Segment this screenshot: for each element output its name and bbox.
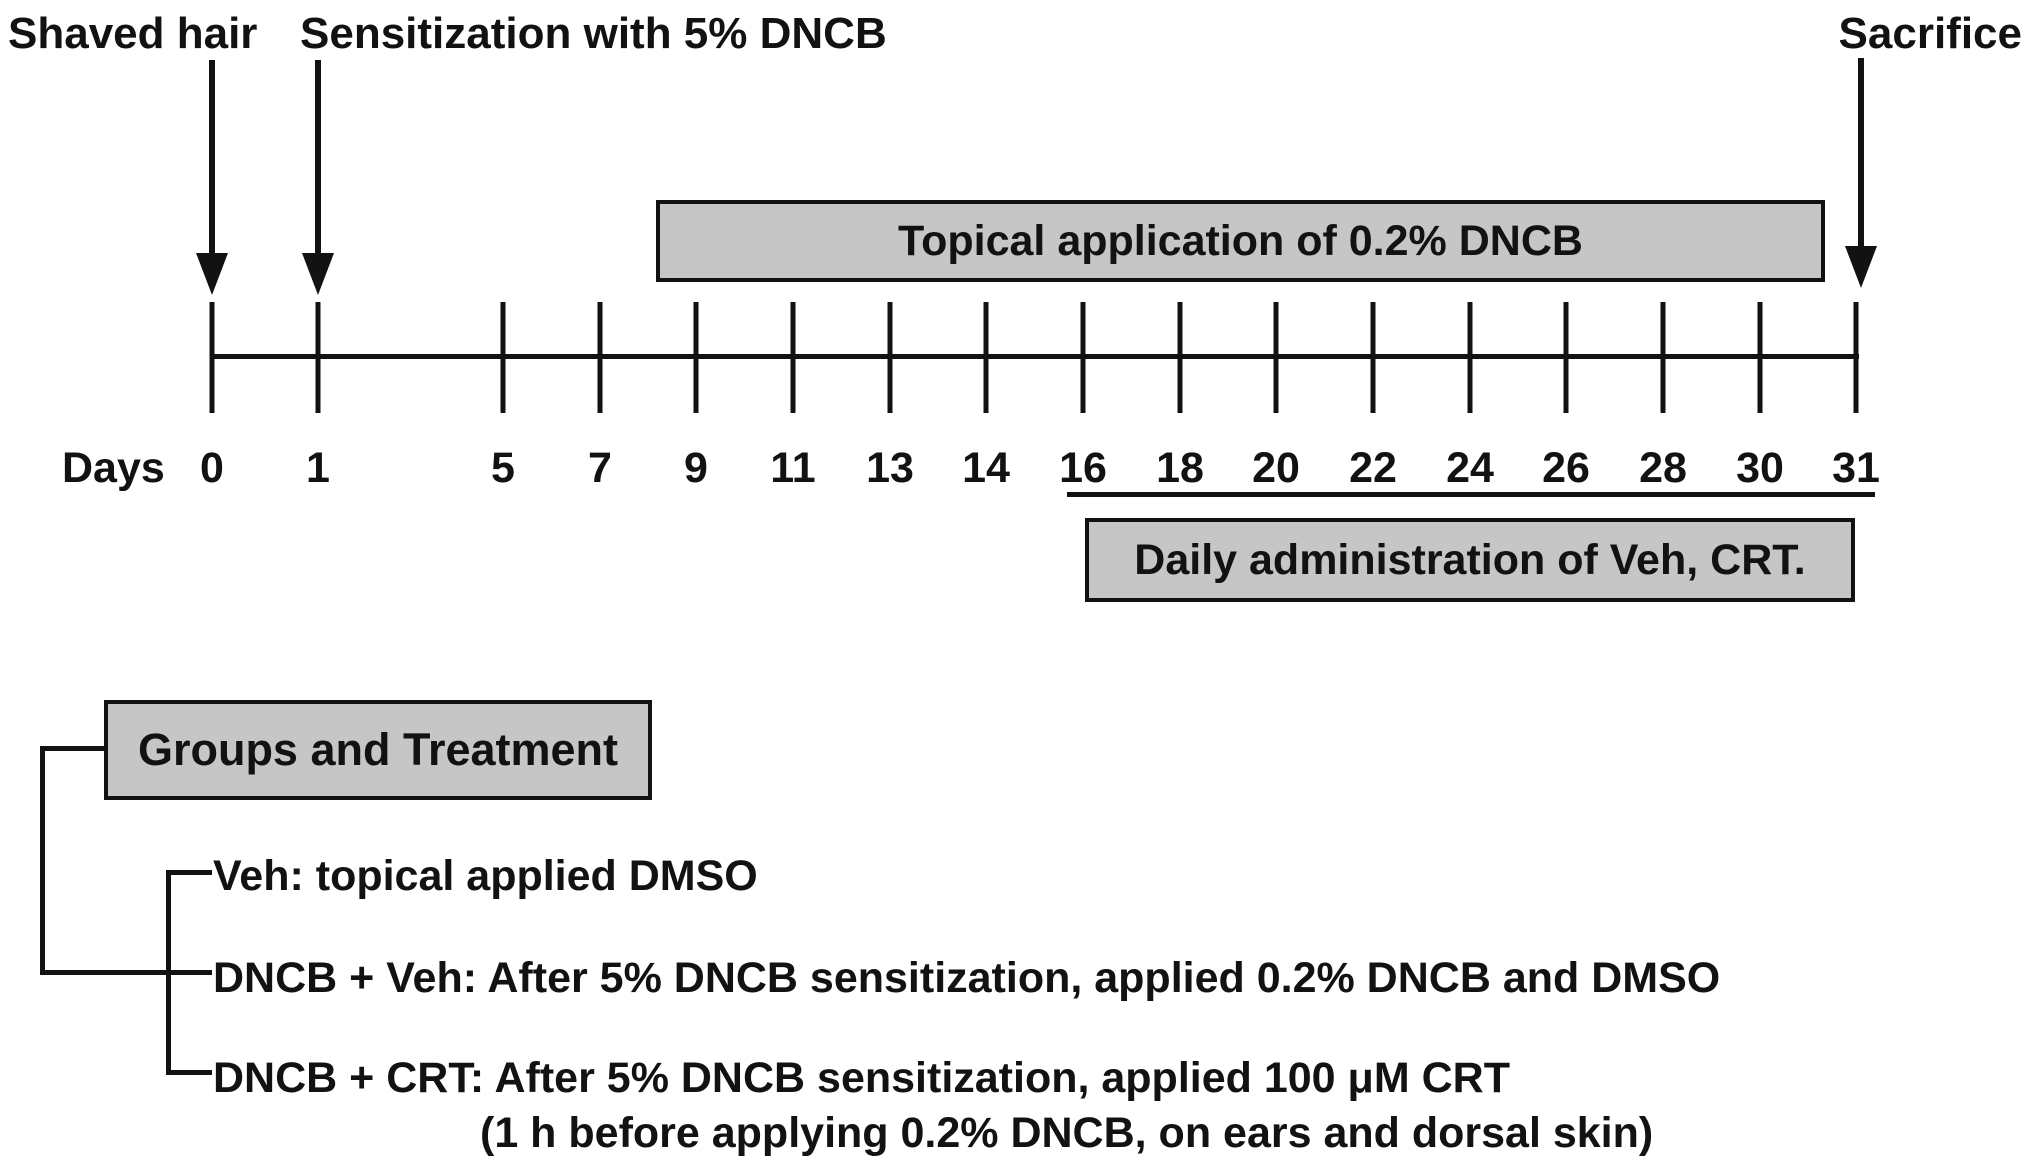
- sensitization-label: Sensitization with 5% DNCB: [300, 9, 887, 58]
- group-row-dncb-veh: DNCB + Veh: After 5% DNCB sensitization,…: [213, 954, 1721, 1002]
- timeline-day-label: 0: [200, 444, 224, 492]
- timeline-day-label: 7: [588, 444, 612, 492]
- group-row-veh: Veh: topical applied DMSO: [213, 852, 758, 900]
- down-arrow-icon: [302, 253, 334, 295]
- down-arrow-icon: [315, 60, 321, 255]
- timeline-day-label: 1: [306, 444, 330, 492]
- down-arrow-icon: [1845, 246, 1877, 288]
- timeline-tick: [1080, 302, 1086, 413]
- timeline-day-label: 26: [1542, 444, 1590, 492]
- timeline-tick: [315, 302, 321, 413]
- timeline-day-label: 11: [770, 444, 816, 492]
- tree-connector-line: [166, 870, 171, 1075]
- timeline-tick: [1563, 302, 1569, 413]
- timeline-day-label: 31: [1832, 444, 1880, 492]
- daily-administration-bar-label: Daily administration of Veh, CRT.: [1134, 535, 1806, 584]
- timeline-day-label: 5: [491, 444, 515, 492]
- timeline-tick: [1273, 302, 1279, 413]
- sacrifice-label: Sacrifice: [1838, 9, 2022, 58]
- timeline-day-label: 20: [1252, 444, 1300, 492]
- timeline-tick: [1757, 302, 1763, 413]
- timeline-tick: [1853, 302, 1859, 413]
- timeline-day-label: 22: [1349, 444, 1397, 492]
- timeline-axis: [212, 354, 1859, 359]
- timeline-day-label: 9: [684, 444, 708, 492]
- timeline-day-label: 18: [1156, 444, 1204, 492]
- down-arrow-icon: [196, 253, 228, 295]
- topical-application-bar-label: Topical application of 0.2% DNCB: [898, 216, 1583, 265]
- down-arrow-icon: [209, 60, 215, 255]
- topical-application-bar: Topical application of 0.2% DNCB: [656, 200, 1825, 282]
- timeline-tick: [1370, 302, 1376, 413]
- timeline-day-label: 16: [1059, 444, 1107, 492]
- timeline-tick: [1177, 302, 1183, 413]
- timeline-tick: [500, 302, 506, 413]
- group-row-dncb-crt-continuation: (1 h before applying 0.2% DNCB, on ears …: [480, 1109, 1654, 1157]
- group-row-dncb-crt: DNCB + CRT: After 5% DNCB sensitization,…: [213, 1054, 1510, 1102]
- groups-header-label: Groups and Treatment: [137, 724, 619, 775]
- days-axis-label: Days: [62, 444, 165, 492]
- timeline-tick: [209, 302, 215, 413]
- timeline-tick: [1467, 302, 1473, 413]
- timeline-day-label: 24: [1446, 444, 1494, 492]
- tree-connector-line: [40, 746, 45, 975]
- timeline-tick: [693, 302, 699, 413]
- daily-admin-underline: [1067, 492, 1875, 497]
- timeline-day-label: 13: [866, 444, 914, 492]
- groups-header-box: Groups and Treatment: [104, 700, 652, 800]
- timeline-tick: [1660, 302, 1666, 413]
- timeline-day-label: 14: [962, 444, 1010, 492]
- tree-connector-line: [166, 1070, 212, 1075]
- tree-connector-line: [40, 746, 104, 751]
- timeline-tick: [887, 302, 893, 413]
- timeline-day-label: 30: [1736, 444, 1784, 492]
- down-arrow-icon: [1858, 58, 1864, 248]
- tree-connector-line: [166, 870, 212, 875]
- tree-connector-line: [40, 970, 212, 975]
- timeline-tick: [597, 302, 603, 413]
- timeline-tick: [983, 302, 989, 413]
- shaved-hair-label: Shaved hair: [8, 9, 258, 58]
- daily-administration-bar: Daily administration of Veh, CRT.: [1085, 518, 1855, 602]
- timeline-tick: [790, 302, 796, 413]
- timeline-day-label: 28: [1639, 444, 1687, 492]
